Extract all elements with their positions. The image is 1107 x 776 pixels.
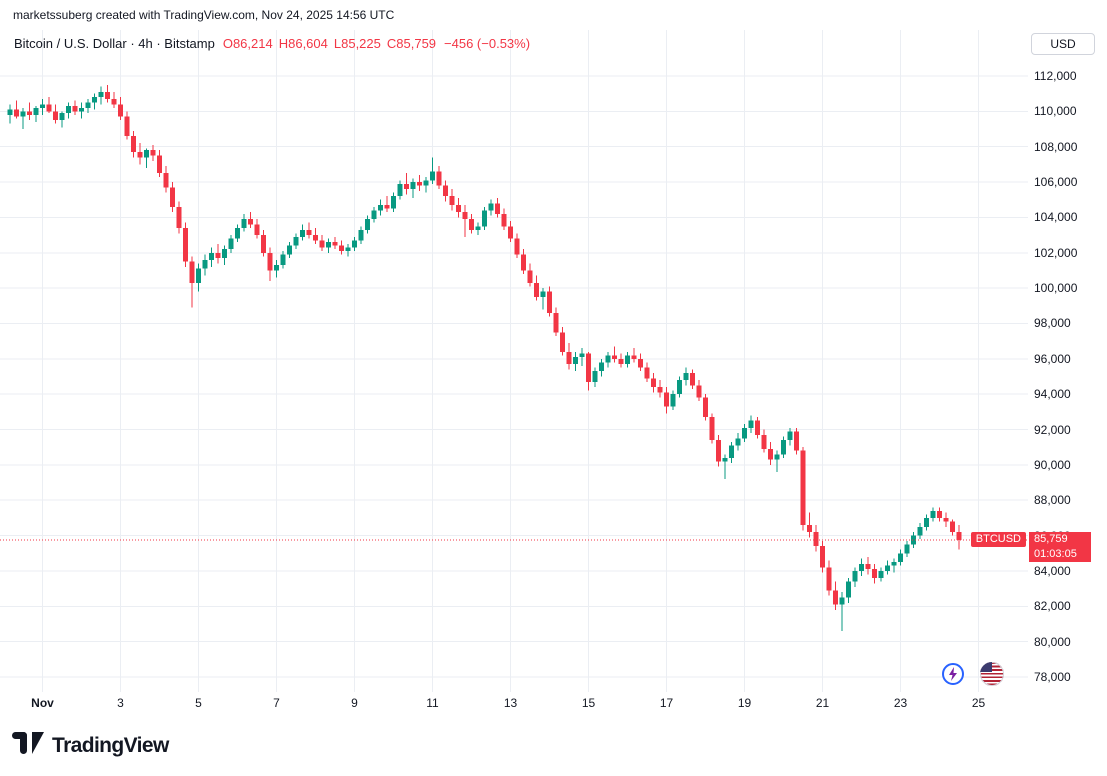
price-tick-label: 80,000	[1034, 634, 1071, 649]
brand-name[interactable]: TradingView	[52, 733, 169, 757]
price-tick-label: 98,000	[1034, 316, 1071, 331]
price-tick-label: 82,000	[1034, 599, 1071, 614]
time-tick-label: 17	[659, 696, 674, 710]
time-tick-label: 13	[503, 696, 518, 710]
time-tick-label: 11	[426, 696, 439, 710]
symbol-title: Bitcoin / U.S. Dollar · 4h · Bitstamp	[14, 36, 215, 51]
currency-toggle-button[interactable]: USD	[1031, 33, 1095, 55]
time-tick-label: 21	[815, 696, 830, 710]
time-tick-label: 5	[195, 696, 202, 710]
price-tick-label: 102,000	[1034, 245, 1078, 260]
price-tick-label: 96,000	[1034, 351, 1071, 366]
price-tick-label: 106,000	[1034, 175, 1078, 190]
change-value: −456 (−0.53%)	[444, 36, 531, 51]
price-tick-label: 84,000	[1034, 563, 1071, 578]
chart-legend: Bitcoin / U.S. Dollar · 4h · Bitstamp O8…	[14, 36, 530, 51]
ohlc-item: O86,214	[222, 36, 273, 51]
price-tick-label: 88,000	[1034, 493, 1071, 508]
countdown-badge: 01:03:05	[1029, 547, 1091, 563]
attribution-text: marketssuberg created with TradingView.c…	[13, 8, 395, 22]
axis-price-badge: 85,759	[1029, 532, 1091, 548]
price-axis[interactable]: 78,00080,00082,00084,00086,00088,00090,0…	[1028, 30, 1107, 692]
price-tick-label: 90,000	[1034, 457, 1071, 472]
us-flag-icon	[980, 662, 1004, 686]
time-tick-label: Nov	[31, 696, 54, 710]
ohlc-item: L85,225	[333, 36, 381, 51]
tradingview-logo-icon[interactable]	[12, 731, 45, 760]
time-tick-label: 7	[273, 696, 280, 710]
ohlc-values: O86,214 H86,604 L85,225 C85,759	[223, 36, 436, 51]
price-tick-label: 78,000	[1034, 670, 1071, 684]
footer: TradingView	[0, 715, 1107, 776]
time-tick-label: 9	[351, 696, 358, 710]
time-tick-label: 25	[971, 696, 986, 710]
time-tick-label: 15	[581, 696, 596, 710]
chart-area: Bitcoin / U.S. Dollar · 4h · Bitstamp O8…	[0, 30, 1107, 715]
price-tick-label: 104,000	[1034, 210, 1078, 225]
flag-canton	[980, 662, 992, 672]
time-tick-label: 23	[893, 696, 908, 710]
ohlc-item: H86,604	[278, 36, 328, 51]
price-tick-label: 112,000	[1034, 69, 1077, 83]
price-tick-label: 110,000	[1034, 104, 1077, 119]
time-tick-label: 19	[737, 696, 752, 710]
flash-icon	[941, 662, 965, 686]
ohlc-item: C85,759	[386, 36, 437, 51]
candlestick-chart[interactable]	[0, 30, 1028, 692]
symbol-price-badge: BTCUSD	[970, 532, 1026, 548]
price-tick-label: 92,000	[1034, 422, 1071, 437]
time-axis[interactable]: Nov 3 5 7 9 11 13 15 17 19 21 23 25	[0, 692, 1028, 715]
price-tick-label: 100,000	[1034, 281, 1078, 296]
price-tick-label: 94,000	[1034, 387, 1071, 402]
price-tick-label: 108,000	[1034, 139, 1078, 154]
time-tick-label: 3	[117, 696, 124, 710]
